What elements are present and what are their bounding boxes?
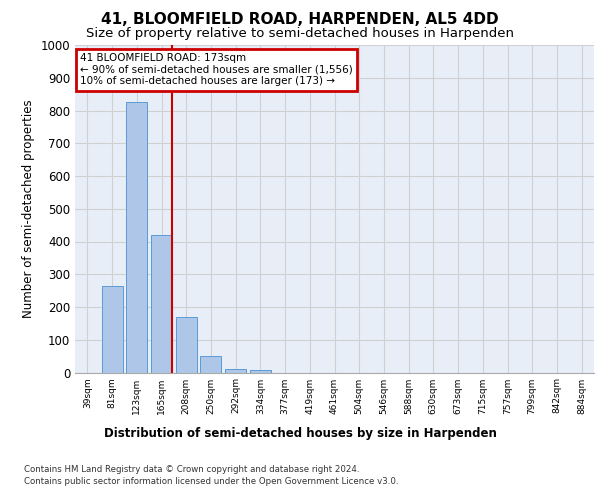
Bar: [151, 235, 172, 372]
Bar: [176, 317, 197, 372]
Text: Contains public sector information licensed under the Open Government Licence v3: Contains public sector information licen…: [24, 478, 398, 486]
Bar: [200, 356, 221, 372]
Bar: [126, 102, 147, 372]
Bar: [250, 370, 271, 372]
Bar: [225, 368, 246, 372]
Y-axis label: Number of semi-detached properties: Number of semi-detached properties: [22, 100, 35, 318]
Text: Distribution of semi-detached houses by size in Harpenden: Distribution of semi-detached houses by …: [104, 428, 496, 440]
Bar: [101, 286, 122, 372]
Text: Contains HM Land Registry data © Crown copyright and database right 2024.: Contains HM Land Registry data © Crown c…: [24, 465, 359, 474]
Text: Size of property relative to semi-detached houses in Harpenden: Size of property relative to semi-detach…: [86, 28, 514, 40]
Text: 41 BLOOMFIELD ROAD: 173sqm
← 90% of semi-detached houses are smaller (1,556)
10%: 41 BLOOMFIELD ROAD: 173sqm ← 90% of semi…: [80, 53, 353, 86]
Text: 41, BLOOMFIELD ROAD, HARPENDEN, AL5 4DD: 41, BLOOMFIELD ROAD, HARPENDEN, AL5 4DD: [101, 12, 499, 28]
